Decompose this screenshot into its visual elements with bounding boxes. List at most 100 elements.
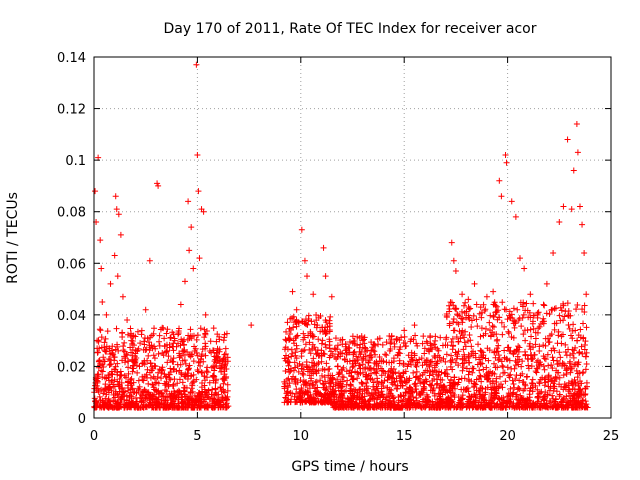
data-point xyxy=(301,334,308,341)
data-point xyxy=(459,392,466,399)
data-point xyxy=(117,372,124,379)
data-point xyxy=(96,326,103,333)
data-point xyxy=(429,358,436,365)
data-point xyxy=(499,331,506,338)
data-point xyxy=(201,373,208,380)
data-point xyxy=(208,404,215,411)
data-point xyxy=(311,385,318,392)
data-point xyxy=(105,397,112,404)
data-point xyxy=(399,382,406,389)
data-point xyxy=(438,369,445,376)
data-point xyxy=(112,193,119,200)
data-point xyxy=(484,375,491,382)
data-point xyxy=(129,365,136,372)
data-point xyxy=(478,325,485,332)
data-point xyxy=(386,388,393,395)
data-point xyxy=(560,203,567,210)
data-point xyxy=(439,377,446,384)
data-point xyxy=(202,340,209,347)
data-point xyxy=(537,390,544,397)
data-point xyxy=(318,340,325,347)
data-point xyxy=(487,327,494,334)
data-point xyxy=(319,380,326,387)
data-point xyxy=(555,360,562,367)
data-point xyxy=(359,390,366,397)
data-point xyxy=(500,370,507,377)
data-point xyxy=(420,385,427,392)
data-point xyxy=(574,337,581,344)
data-point xyxy=(159,324,166,331)
data-point xyxy=(103,311,110,318)
data-point xyxy=(471,391,478,398)
data-point xyxy=(370,379,377,386)
data-point xyxy=(504,400,511,407)
data-point xyxy=(423,403,430,410)
data-point xyxy=(317,377,324,384)
data-point xyxy=(428,382,435,389)
data-point xyxy=(564,300,571,307)
data-point xyxy=(476,367,483,374)
data-point xyxy=(147,360,154,367)
data-point xyxy=(363,371,370,378)
data-point xyxy=(163,388,170,395)
data-point xyxy=(347,381,354,388)
data-point xyxy=(170,358,177,365)
data-point xyxy=(455,393,462,400)
data-point xyxy=(432,344,439,351)
data-point xyxy=(465,312,472,319)
data-point xyxy=(354,403,361,410)
data-point xyxy=(224,354,231,361)
data-point xyxy=(463,387,470,394)
data-point xyxy=(421,350,428,357)
data-point xyxy=(571,361,578,368)
data-point xyxy=(413,394,420,401)
data-point xyxy=(548,362,555,369)
data-point xyxy=(179,348,186,355)
data-point xyxy=(111,376,118,383)
data-point xyxy=(354,342,361,349)
data-point xyxy=(168,390,175,397)
data-point xyxy=(572,361,579,368)
data-point xyxy=(212,390,219,397)
data-points xyxy=(91,61,591,411)
data-point xyxy=(224,381,231,388)
data-point xyxy=(222,350,229,357)
data-point xyxy=(552,305,559,312)
data-point xyxy=(137,340,144,347)
data-point xyxy=(393,375,400,382)
data-point xyxy=(451,305,458,312)
data-point xyxy=(506,357,513,364)
data-point xyxy=(574,149,581,156)
data-point xyxy=(421,369,428,376)
data-point xyxy=(572,379,579,386)
data-point xyxy=(306,339,313,346)
data-point xyxy=(516,404,523,411)
data-point xyxy=(431,341,438,348)
data-point xyxy=(458,308,465,315)
data-point xyxy=(492,364,499,371)
data-point xyxy=(443,351,450,358)
data-point xyxy=(580,320,587,327)
data-point xyxy=(320,393,327,400)
data-point xyxy=(365,372,372,379)
data-point xyxy=(192,397,199,404)
data-point xyxy=(134,328,141,335)
data-point xyxy=(220,380,227,387)
data-point xyxy=(108,360,115,367)
data-point xyxy=(551,326,558,333)
data-point xyxy=(189,379,196,386)
data-point xyxy=(402,389,409,396)
data-point xyxy=(292,380,299,387)
data-point xyxy=(560,300,567,307)
data-point xyxy=(100,354,107,361)
data-point xyxy=(323,329,330,336)
data-point xyxy=(514,353,521,360)
data-point xyxy=(474,323,481,330)
data-point xyxy=(178,352,185,359)
data-point xyxy=(547,383,554,390)
data-point xyxy=(344,377,351,384)
data-point xyxy=(554,340,561,347)
data-point xyxy=(574,370,581,377)
data-point xyxy=(466,332,473,339)
data-point xyxy=(383,352,390,359)
